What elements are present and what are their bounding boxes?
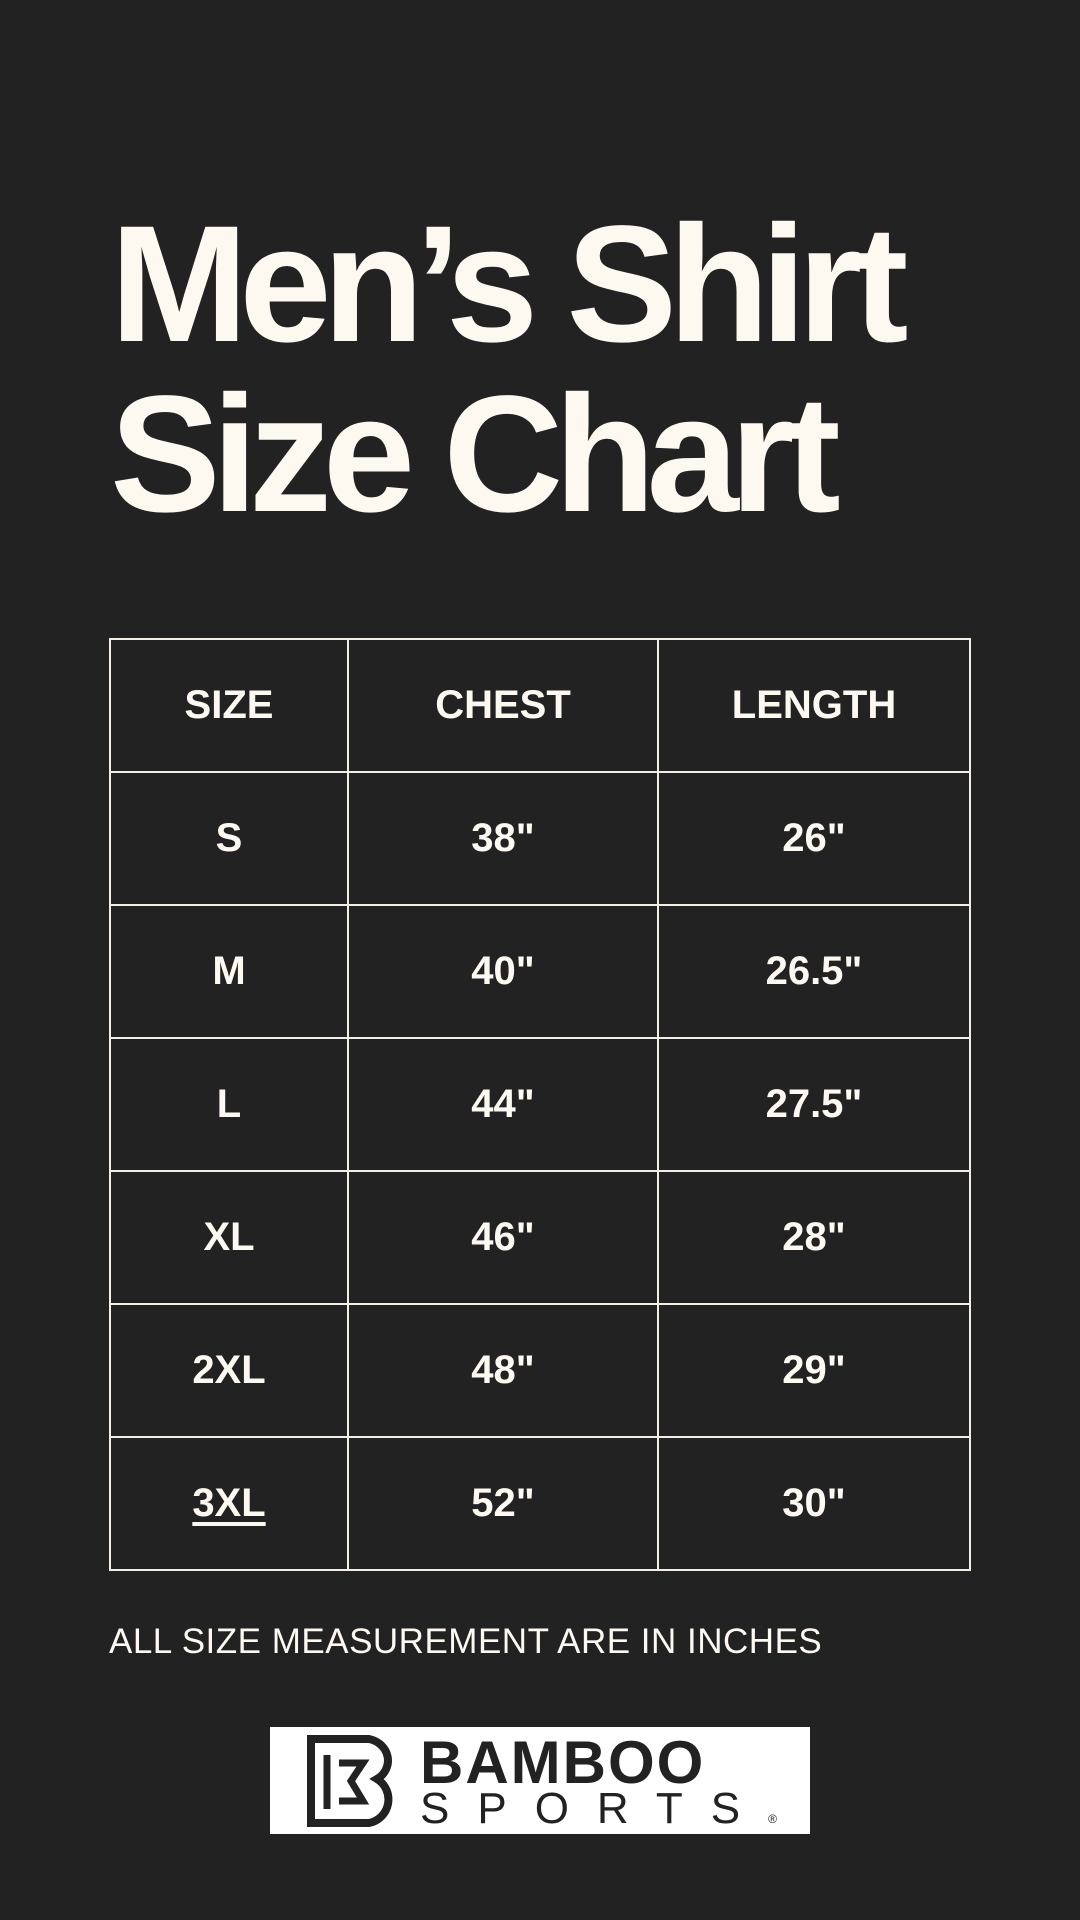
cell-chest: 38": [347, 771, 659, 906]
cell-length: 29": [657, 1303, 971, 1438]
logo-text-bamboo: BAMBOO: [420, 1729, 706, 1796]
title-line-1: Men’s Shirt: [110, 192, 909, 377]
cell-chest: 40": [347, 904, 659, 1039]
cell-size: 2XL: [109, 1303, 349, 1438]
bamboo-sports-logo: BAMBOO SPORTS®: [270, 1727, 810, 1834]
header-chest: CHEST: [347, 638, 659, 773]
table-row: 2XL 48" 29": [109, 1303, 971, 1438]
cell-length: 26": [657, 771, 971, 906]
logo-text-sports-word: SPORTS: [420, 1784, 769, 1833]
cell-length: 26.5": [657, 904, 971, 1039]
registered-mark: ®: [768, 1812, 777, 1826]
table-row: S 38" 26": [109, 771, 971, 906]
cell-length: 27.5": [657, 1037, 971, 1172]
cell-size: L: [109, 1037, 349, 1172]
cell-size: XL: [109, 1170, 349, 1305]
table-header-row: SIZE CHEST LENGTH: [109, 638, 971, 773]
size-chart-table: SIZE CHEST LENGTH S 38" 26" M 40" 26.5" …: [109, 638, 971, 1571]
cell-size: M: [109, 904, 349, 1039]
table-row: L 44" 27.5": [109, 1037, 971, 1172]
table-row: XL 46" 28": [109, 1170, 971, 1305]
cell-size: S: [109, 771, 349, 906]
page-title: Men’s Shirt Size Chart: [110, 192, 909, 547]
cell-chest: 46": [347, 1170, 659, 1305]
cell-chest: 52": [347, 1436, 659, 1571]
cell-length: 30": [657, 1436, 971, 1571]
table-row: 3XL 52" 30": [109, 1436, 971, 1571]
cell-size: 3XL: [109, 1436, 349, 1571]
cell-length: 28": [657, 1170, 971, 1305]
logo-b-icon: [307, 1735, 393, 1827]
header-length: LENGTH: [657, 638, 971, 773]
header-size: SIZE: [109, 638, 349, 773]
cell-chest: 48": [347, 1303, 659, 1438]
title-line-2: Size Chart: [110, 362, 841, 547]
cell-size-underlined: 3XL: [192, 1481, 266, 1525]
cell-chest: 44": [347, 1037, 659, 1172]
measurement-note: ALL SIZE MEASUREMENT ARE IN INCHES: [109, 1622, 823, 1661]
table-row: M 40" 26.5": [109, 904, 971, 1039]
logo-text-sports: SPORTS®: [420, 1787, 777, 1841]
